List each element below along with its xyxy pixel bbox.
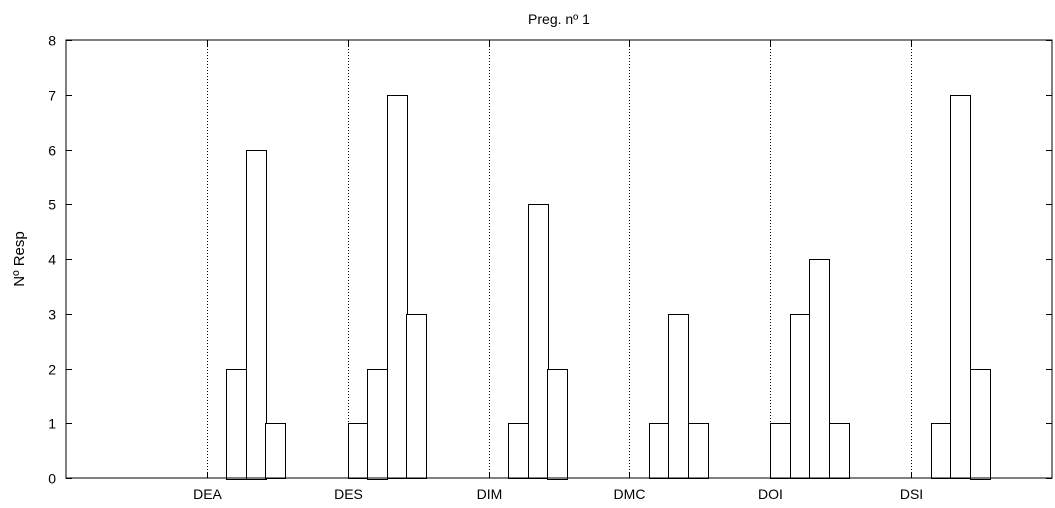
bar-des-4	[406, 314, 427, 479]
y-tick-label-6: 6	[48, 143, 56, 159]
bars	[226, 95, 991, 480]
x-axis-ticks: DEA DES DIM DMC DOI DSI	[193, 40, 923, 502]
bar-dmc-2	[649, 423, 670, 479]
bar-doi-1	[770, 423, 791, 479]
y-tick-label-2: 2	[48, 362, 56, 378]
y-tick-label-7: 7	[48, 88, 56, 104]
x-tick-label-dea: DEA	[193, 486, 222, 502]
reference-lines	[207, 40, 912, 478]
bar-dim-2	[508, 423, 529, 479]
y-tick-label-8: 8	[48, 33, 56, 49]
y-tick-label-5: 5	[48, 197, 56, 213]
bar-des-1	[348, 423, 369, 479]
chart-title: Preg. nº 1	[528, 11, 590, 27]
x-tick-label-doi: DOI	[758, 486, 783, 502]
bar-dim-4	[547, 369, 568, 480]
y-tick-label-4: 4	[48, 252, 56, 268]
bar-doi-2	[790, 314, 811, 479]
bar-doi-3	[809, 259, 830, 479]
bar-dea-3	[246, 150, 267, 480]
bar-dea-4	[265, 423, 286, 479]
bar-dea-2	[226, 369, 247, 480]
bar-des-3	[387, 95, 408, 479]
x-tick-label-des: DES	[334, 486, 363, 502]
bar-des-2	[367, 369, 388, 480]
bar-dsi-3	[950, 95, 971, 479]
y-tick-label-3: 3	[48, 307, 56, 323]
x-tick-label-dim: DIM	[477, 486, 503, 502]
bar-dsi-4	[970, 369, 991, 480]
x-tick-label-dsi: DSI	[900, 486, 923, 502]
y-axis-ticks: 0 1 2 3 4 5 6 7 8	[48, 33, 1052, 487]
y-axis-label: Nº Resp	[11, 231, 28, 287]
x-tick-label-dmc: DMC	[614, 486, 646, 502]
bar-dmc-4	[688, 423, 709, 479]
y-tick-label-1: 1	[48, 416, 56, 432]
y-tick-label-0: 0	[48, 471, 56, 487]
bar-dim-3	[528, 204, 549, 479]
bar-dsi-2	[931, 423, 952, 479]
bar-doi-4	[829, 423, 850, 479]
bar-dmc-3	[668, 314, 689, 479]
